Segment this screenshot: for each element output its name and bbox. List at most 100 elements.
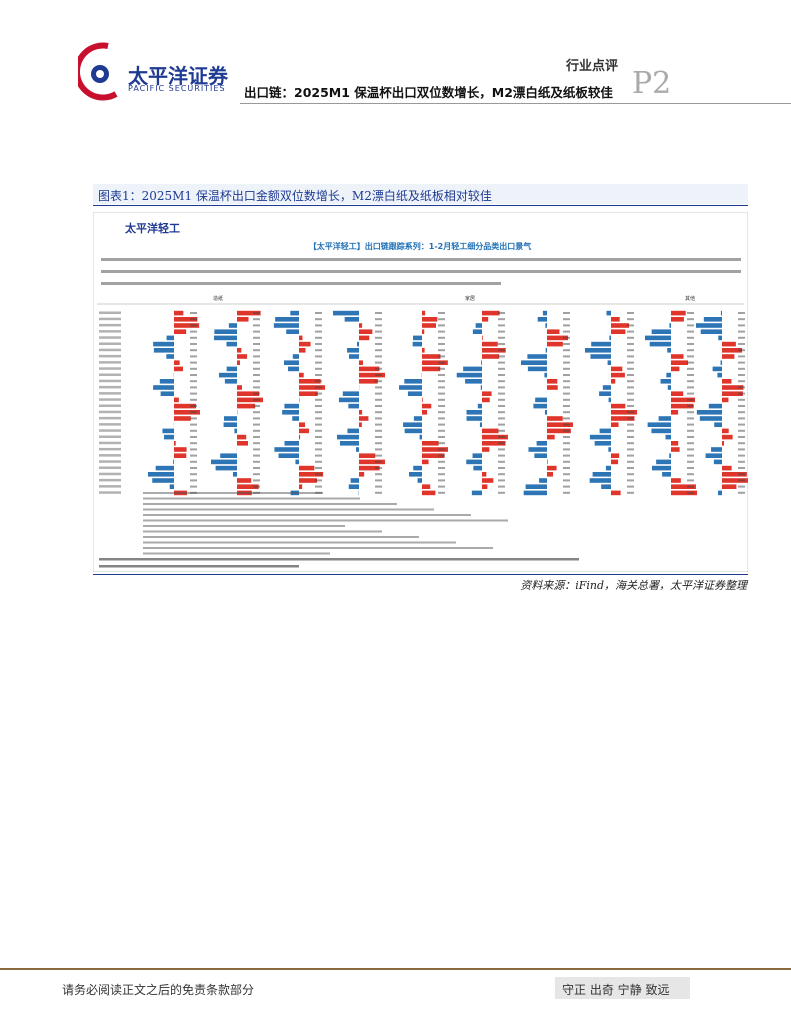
cell-bar (174, 397, 179, 403)
cell-bar (215, 465, 237, 471)
cell-bar (422, 348, 425, 353)
cell-text (315, 485, 322, 488)
cell-bar (228, 323, 237, 328)
cell-text (375, 392, 382, 395)
cell-bar (336, 434, 359, 440)
cell-bar (174, 403, 197, 409)
cell-bar (645, 335, 671, 341)
cell-text (438, 330, 445, 333)
motto-box (555, 977, 690, 999)
cell-text (253, 411, 260, 414)
cell-text (253, 417, 260, 420)
cell-bar (422, 397, 423, 403)
cell-bar (545, 348, 547, 353)
cell-bar (166, 335, 174, 341)
cell-text (190, 442, 197, 445)
tag: 行业点评 (566, 59, 619, 74)
cell-bar (159, 379, 174, 384)
inner-title: 【太平洋轻工】出口链跟踪系列：1-2月轻工细分品类出口景气 (309, 241, 531, 251)
cell-text (375, 361, 382, 364)
cell-bar (649, 341, 671, 347)
brand: 太平洋证券 (128, 64, 228, 88)
cell-text (687, 330, 694, 333)
cell-text (315, 361, 322, 364)
cell-text (438, 392, 445, 395)
cell-bar (585, 348, 611, 353)
note-line (143, 525, 345, 527)
cell-text (563, 355, 570, 358)
cell-bar (611, 366, 623, 372)
cell-bar (671, 447, 680, 452)
cell-bar (472, 329, 482, 334)
figure-caption: 图表1：2025M1 保温杯出口金额双位数增长，M2漂白纸及纸板相对较佳 (98, 189, 492, 203)
cell-bar (547, 341, 563, 347)
cell-bar (299, 428, 310, 434)
cell-bar (422, 323, 437, 328)
cell-text (438, 467, 445, 469)
cell-text (438, 436, 445, 438)
cell-bar (671, 478, 681, 483)
cell-text (498, 423, 505, 426)
cell-text (315, 479, 322, 482)
cell-text (438, 398, 445, 401)
cell-text (563, 442, 570, 445)
cell-text (190, 380, 197, 383)
cell-text (498, 442, 505, 445)
cell-bar (232, 472, 237, 477)
cell-bar (477, 403, 482, 409)
cell-text (627, 318, 634, 321)
summary-line (101, 270, 741, 273)
cell-bar (482, 310, 500, 316)
cell-text (738, 448, 745, 451)
cell-bar (611, 459, 619, 465)
cell-text (438, 361, 445, 364)
cell-text (190, 386, 197, 389)
row-label (99, 342, 121, 345)
cell-text (687, 343, 694, 345)
cell-bar (174, 441, 176, 446)
cell-bar (589, 434, 611, 440)
cell-bar (472, 453, 482, 458)
source-rule (93, 574, 748, 575)
cell-bar (214, 335, 237, 341)
cell-text (687, 423, 694, 426)
cell-bar (599, 428, 611, 434)
cell-bar (705, 453, 722, 458)
summary-line (101, 282, 501, 285)
cell-bar (651, 329, 671, 334)
cell-bar (422, 354, 441, 359)
cell-text (563, 386, 570, 389)
cell-bar (422, 441, 439, 446)
cell-bar (537, 317, 547, 322)
cell-bar (169, 484, 174, 489)
cell-bar (652, 465, 671, 471)
cell-text (563, 361, 570, 364)
cell-bar (534, 453, 547, 458)
cell-text (738, 479, 745, 482)
cell-text (253, 324, 260, 327)
cell-text (375, 460, 382, 463)
row-label (99, 435, 121, 438)
cell-text (627, 473, 634, 476)
cell-text (375, 380, 382, 383)
cell-text (563, 479, 570, 482)
cell-bar (153, 341, 174, 347)
cell-bar (211, 459, 237, 465)
cell-bar (220, 453, 237, 458)
cell-bar (278, 453, 299, 458)
cell-bar (339, 441, 359, 446)
cell-text (375, 454, 382, 457)
cell-bar (174, 416, 191, 421)
cell-text (687, 361, 694, 364)
note-line (143, 514, 471, 516)
cell-bar (667, 348, 671, 353)
cell-text (563, 405, 570, 407)
row-label (99, 354, 121, 358)
cell-bar (606, 310, 611, 316)
cell-text (253, 467, 260, 469)
cell-bar (609, 335, 611, 341)
cell-text (315, 454, 322, 457)
cell-text (438, 374, 445, 376)
cell-text (438, 349, 445, 352)
